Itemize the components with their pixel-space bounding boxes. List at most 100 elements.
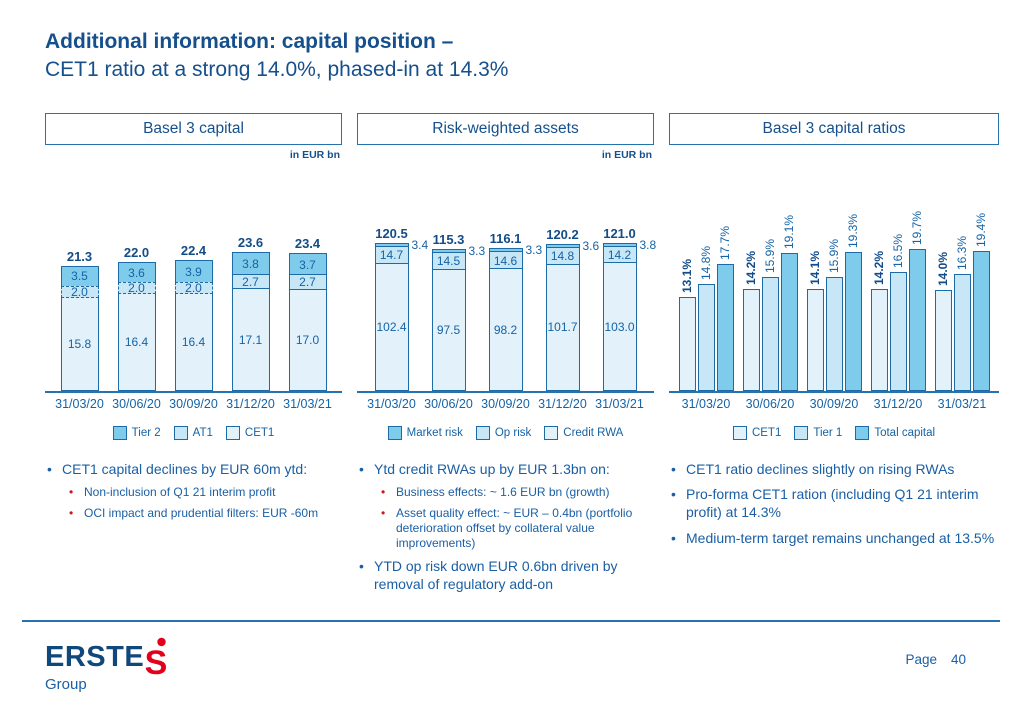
stacked-bar: 3.6 14.8 101.7 <box>545 239 599 391</box>
legend-swatch <box>225 426 240 440</box>
bar-column: 120.2 3.6 14.8 101.7 <box>534 177 599 391</box>
bar-total-label: 121.0 <box>603 225 636 241</box>
x-axis-label: 31/03/21 <box>595 397 644 411</box>
segment-at1: 2.0 <box>60 285 99 298</box>
page-subtitle: CET1 ratio at a strong 14.0%, phased-in … <box>45 58 509 82</box>
ratio-bar-column: 16.3% <box>953 236 971 391</box>
segment-value-label: 14.8 <box>550 249 575 264</box>
legend-label: Credit RWA <box>563 427 624 439</box>
legend-item-cet1: CET1 <box>225 426 274 440</box>
segment-cet1: 17.1 <box>231 288 270 391</box>
segment-value-label: 3.8 <box>242 256 259 271</box>
segment-tier-2: 3.7 <box>288 253 327 276</box>
legend-capital-ratios: CET1 Tier 1 Total capital <box>669 424 999 442</box>
segment-value-label: 2.0 <box>185 281 202 295</box>
ratio-bar-column: 17.7% <box>716 226 734 391</box>
bar-cet1 <box>934 290 952 391</box>
x-axis-label: 30/06/20 <box>112 397 161 411</box>
segment-op-risk: 14.6 <box>488 251 523 270</box>
footer-divider <box>22 620 1000 622</box>
bar-group: 14.1% 15.9% 19.3% <box>803 177 865 391</box>
segment-at1: 2.0 <box>117 282 156 294</box>
outside-value-label: 3.3 <box>525 243 543 258</box>
legend-swatch <box>544 426 559 440</box>
note-item: CET1 capital declines by EUR 60m ytd: <box>45 460 342 478</box>
x-axis-label: 31/03/20 <box>55 397 104 411</box>
outside-value-label: 3.4 <box>411 238 429 253</box>
x-axis-labels: 31/03/20 30/06/20 30/09/20 31/12/20 31/03/21 <box>45 397 342 411</box>
ratio-value-label: 19.7% <box>910 211 924 246</box>
x-axis-label: 30/06/20 <box>745 397 795 411</box>
x-axis-labels: 31/03/20 30/06/20 30/09/20 31/12/20 31/03/21 <box>669 397 999 411</box>
ratio-value-label: 14.8% <box>699 246 713 281</box>
bar-tier-1 <box>953 273 971 391</box>
bar-column: 121.0 3.8 14.2 103.0 <box>591 177 656 391</box>
erste-group-logo: ERSTE S Group <box>45 636 171 693</box>
x-axis-label: 31/12/20 <box>538 397 587 411</box>
panel-risk-weighted-assets: Risk-weighted assets in EUR bn 120.5 3.4 1… <box>357 113 656 601</box>
legend-label: Tier 1 <box>813 427 843 439</box>
legend-basel3-capital: Tier 2 AT1 CET1 <box>45 424 342 442</box>
bar-cet1 <box>806 289 824 391</box>
ratio-value-label: 16.5% <box>891 234 905 269</box>
bar-cet1 <box>678 296 696 391</box>
bar-total-capital <box>972 251 990 391</box>
note-item: Pro-forma CET1 ration (including Q1 21 i… <box>669 485 999 521</box>
bar-column: 23.4 3.7 2.7 17.0 <box>279 177 336 391</box>
unit-label: in EUR bn <box>601 149 652 161</box>
panel-basel3-capital: Basel 3 capital in EUR bn 21.3 3.5 2.0 15.8… <box>45 113 342 601</box>
legend-label: AT1 <box>192 427 213 439</box>
bar-total-label: 116.1 <box>489 231 522 247</box>
legend-swatch <box>732 426 747 440</box>
note-item: YTD op risk down EUR 0.6bn driven by rem… <box>357 557 654 593</box>
segment-value-label: 103.0 <box>604 319 635 334</box>
segment-credit-rwa: 101.7 <box>545 263 580 391</box>
segment-tier-2: 3.9 <box>174 260 213 284</box>
legend-swatch <box>112 426 127 440</box>
ratio-bar-column: 14.8% <box>697 246 715 391</box>
segment-value-label: 14.6 <box>493 253 518 268</box>
bar-tier-1 <box>761 276 779 391</box>
panel-header-risk-weighted-assets: Risk-weighted assets <box>357 113 654 145</box>
bar-group: 14.0% 16.3% 19.4% <box>931 177 993 391</box>
ratio-value-label: 19.1% <box>782 215 796 250</box>
unit-label <box>669 145 999 165</box>
note-item: Business effects: ~ 1.6 EUR bn (growth) <box>379 485 654 500</box>
x-axis-labels: 31/03/20 30/06/20 30/09/20 31/12/20 31/03/21 <box>357 397 654 411</box>
bar-total-capital <box>844 252 862 391</box>
panel-header-capital-ratios: Basel 3 capital ratios <box>669 113 999 145</box>
segment-value-label: 16.4 <box>124 334 149 349</box>
segment-cet1: 16.4 <box>174 292 213 391</box>
bar-total-label: 23.6 <box>237 235 264 251</box>
erste-logo-text: ERSTE <box>45 641 145 673</box>
legend-swatch <box>475 426 490 440</box>
legend-item-op-risk: Op risk <box>475 426 531 440</box>
ratio-value-label: 16.3% <box>955 235 969 270</box>
segment-value-label: 97.5 <box>436 323 461 338</box>
bar-column: 22.0 3.6 2.0 16.4 <box>108 177 165 391</box>
x-axis-label: 31/12/20 <box>873 397 923 411</box>
bar-group: 13.1% 14.8% 17.7% <box>675 177 737 391</box>
segment-value-label: 101.7 <box>547 320 578 335</box>
segment-cet1: 17.0 <box>288 289 327 391</box>
ratio-bar-column: 14.2% <box>870 251 888 391</box>
note-item: CET1 ratio declines slightly on rising R… <box>669 460 999 478</box>
ratio-bar-column: 14.2% <box>742 251 760 391</box>
note-item: Medium-term target remains unchanged at … <box>669 529 999 547</box>
ratio-bar-column: 19.1% <box>780 215 798 391</box>
legend-swatch <box>794 426 809 440</box>
stacked-bar: 3.7 2.7 17.0 <box>288 253 327 391</box>
segment-at1: 2.7 <box>231 273 270 290</box>
ratio-bar-column: 15.9% <box>825 239 843 391</box>
x-axis-label: 30/06/20 <box>424 397 473 411</box>
legend-label: Market risk <box>406 427 463 439</box>
ratio-bar-column: 19.3% <box>844 214 862 391</box>
segment-value-label: 17.0 <box>295 333 320 347</box>
stacked-bar: 3.8 2.7 17.1 <box>231 252 270 391</box>
outside-value-label: 3.6 <box>582 238 600 253</box>
x-axis-label: 30/09/20 <box>809 397 859 411</box>
notes-ratios: CET1 ratio declines slightly on rising R… <box>669 460 999 554</box>
ratio-value-label: 19.3% <box>846 214 860 249</box>
legend-label: Tier 2 <box>131 427 161 439</box>
